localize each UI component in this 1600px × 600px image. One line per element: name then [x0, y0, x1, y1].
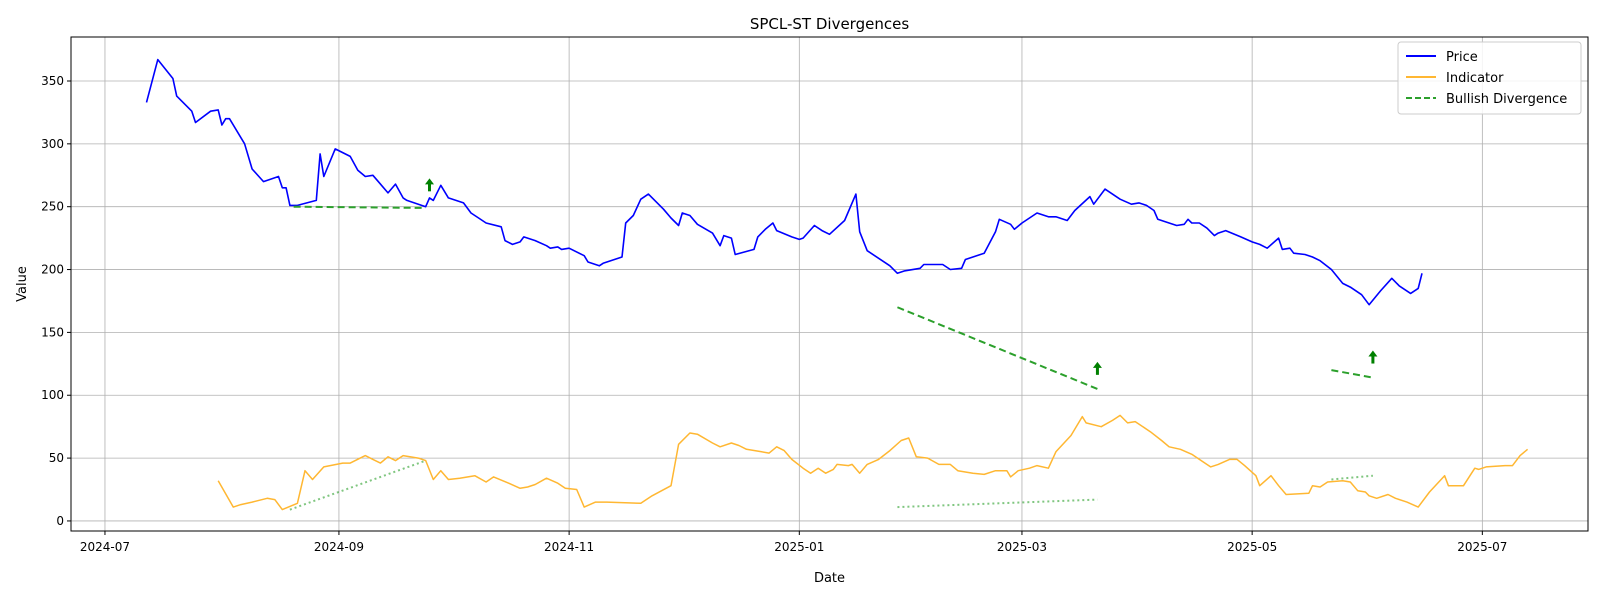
arrow-shaft — [1095, 366, 1099, 375]
divergence-arrows — [424, 178, 1378, 375]
price-divergence-line — [293, 205, 426, 209]
y-tick-label: 350 — [41, 74, 64, 88]
legend: Price Indicator Bullish Divergence — [1397, 41, 1582, 115]
y-tick-label: 0 — [56, 514, 64, 528]
y-tick-label: 50 — [49, 451, 64, 465]
legend-box — [1397, 41, 1582, 115]
series-line-price — [145, 58, 1423, 306]
series-lines — [145, 58, 1529, 511]
y-axis-label: Value — [15, 266, 30, 302]
series-line-indicator — [217, 414, 1529, 511]
arrow-shaft — [1371, 355, 1375, 364]
legend-label-indicator: Indicator — [1446, 71, 1504, 86]
y-tick-label: 200 — [41, 263, 64, 277]
y-tick-label: 300 — [41, 137, 64, 151]
x-tick-label: 2024-07 — [80, 540, 130, 554]
bullish-arrow-icon — [1368, 350, 1378, 364]
price-divergence-line — [1331, 369, 1374, 379]
grid — [71, 37, 1588, 531]
y-tick-label: 150 — [41, 325, 64, 339]
bullish-arrow-icon — [1092, 361, 1102, 375]
x-tick-label: 2025-03 — [997, 540, 1047, 554]
legend-label-price: Price — [1446, 50, 1478, 65]
x-tick-label: 2025-01 — [774, 540, 824, 554]
arrow-head — [424, 178, 434, 185]
x-axis-label: Date — [814, 571, 845, 586]
indicator-divergence-line — [897, 498, 1098, 509]
price-divergence-line — [897, 306, 1098, 390]
chart-title: SPCL-ST Divergences — [750, 15, 909, 33]
x-tick-label: 2025-05 — [1227, 540, 1277, 554]
legend-label-bullish-divergence: Bullish Divergence — [1446, 92, 1567, 107]
x-tick-label: 2024-09 — [314, 540, 364, 554]
divergence-lines — [289, 205, 1374, 511]
indicator-divergence-line — [289, 459, 427, 511]
plot-area-frame — [70, 36, 1589, 532]
y-tick-label: 100 — [41, 388, 64, 402]
arrow-head — [1092, 361, 1102, 368]
x-tick-label: 2024-11 — [544, 540, 594, 554]
arrow-shaft — [427, 183, 431, 192]
arrow-head — [1368, 350, 1378, 357]
x-tick-label: 2025-07 — [1457, 540, 1507, 554]
axis-ticks: 2024-07 2024-09 2024-11 2025-01 2025-03 2025-… — [41, 74, 1507, 554]
indicator-divergence-line — [1331, 474, 1373, 481]
y-tick-label: 250 — [41, 200, 64, 214]
bullish-arrow-icon — [424, 178, 434, 192]
